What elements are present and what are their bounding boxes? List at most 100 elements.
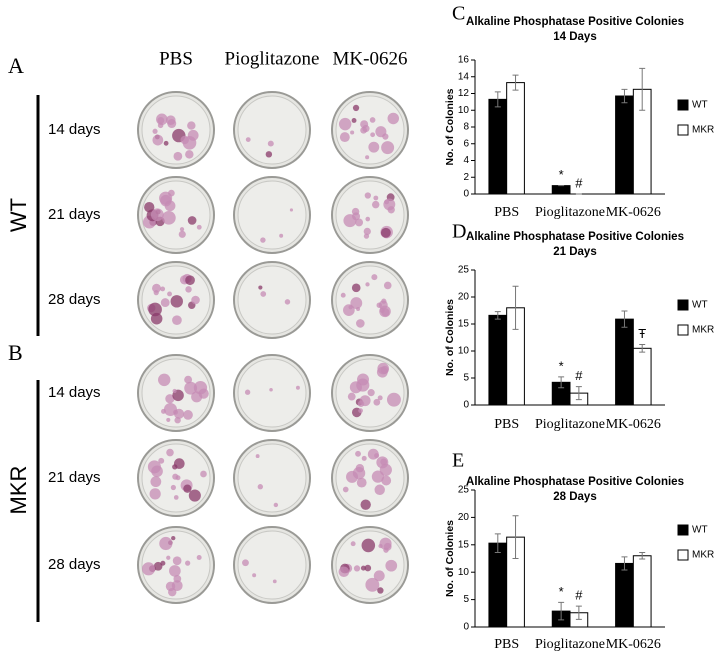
dish-inner <box>237 180 307 250</box>
colony <box>380 365 389 374</box>
y-tick-label: 10 <box>458 105 470 116</box>
y-tick-label: 20 <box>458 512 470 523</box>
colony <box>385 559 398 572</box>
colony <box>158 457 165 464</box>
colony <box>373 195 379 201</box>
colony <box>170 295 183 308</box>
colony <box>160 286 166 292</box>
colony <box>200 470 207 478</box>
bar <box>506 82 525 195</box>
x-tick-label: PBS <box>494 205 519 220</box>
colony <box>272 579 277 584</box>
colony <box>166 417 171 422</box>
error-bar <box>639 551 646 560</box>
x-tick-label: PBS <box>494 417 519 432</box>
colony <box>358 408 363 414</box>
colony <box>166 448 174 457</box>
colony <box>360 499 371 510</box>
bar <box>488 98 508 195</box>
error-bar <box>621 88 628 104</box>
colony <box>159 536 173 551</box>
legend-label: WT <box>692 525 708 536</box>
error-bar <box>494 311 501 320</box>
y-tick-label: 10 <box>458 567 470 578</box>
colony <box>373 570 385 582</box>
colony <box>196 555 202 560</box>
colony <box>379 537 392 550</box>
error-bar <box>639 344 646 353</box>
colony <box>173 151 183 161</box>
annotation: * <box>559 584 564 599</box>
colony <box>360 126 368 134</box>
colony <box>289 208 294 212</box>
colony <box>265 151 273 158</box>
error-bar <box>639 67 646 111</box>
colony <box>338 566 350 578</box>
colony <box>184 375 193 384</box>
legend-swatch <box>677 324 689 336</box>
colony <box>187 129 199 141</box>
legend-label: MKR <box>692 325 714 336</box>
colony <box>161 408 166 414</box>
dish-inner <box>141 530 211 600</box>
colony <box>260 291 267 297</box>
y-tick-label: 0 <box>463 189 469 200</box>
y-tick-label: 14 <box>458 71 470 82</box>
chart-title: Alkaline Phosphatase Positive Colonies <box>466 16 684 28</box>
row-label: 14 days <box>48 121 101 138</box>
colony <box>355 218 364 227</box>
colony <box>188 489 201 502</box>
error-bar <box>621 310 628 328</box>
legend-swatch <box>677 99 689 111</box>
colony <box>374 484 385 495</box>
colony <box>361 455 367 461</box>
error-bar <box>575 605 582 620</box>
colony <box>387 112 400 125</box>
annotation: # <box>575 588 583 603</box>
colony <box>361 538 376 553</box>
colony <box>338 117 352 131</box>
colony <box>160 560 166 566</box>
legend-label: WT <box>692 100 708 111</box>
colony <box>173 409 179 415</box>
colony <box>355 463 365 473</box>
colony <box>363 227 371 236</box>
colony <box>371 200 380 209</box>
error-bar <box>494 91 501 108</box>
colony <box>260 237 266 243</box>
colony <box>273 502 279 508</box>
dish-inner <box>335 265 405 335</box>
colony <box>257 484 264 490</box>
colony <box>383 281 392 290</box>
group-label: WT <box>6 198 31 232</box>
legend-swatch <box>677 299 689 311</box>
colony <box>185 150 194 159</box>
error-bar <box>575 386 582 401</box>
y-tick-label: 6 <box>463 138 469 149</box>
colony <box>151 465 163 478</box>
dish-inner <box>237 530 307 600</box>
colony <box>179 227 185 232</box>
row-label: 21 days <box>48 206 101 223</box>
y-axis-label: No. of Colonies <box>444 520 456 597</box>
legend-label: WT <box>692 300 708 311</box>
colony <box>191 391 203 403</box>
colony <box>353 565 361 572</box>
bar <box>632 347 652 406</box>
chart-title: Alkaline Phosphatase Positive Colonies <box>466 231 684 243</box>
column-header: Pioglitazone <box>225 48 320 69</box>
legend-label: MKR <box>692 550 714 561</box>
colony <box>183 410 193 420</box>
colony <box>369 117 376 123</box>
y-tick-label: 0 <box>463 622 469 633</box>
y-tick-label: 16 <box>458 55 470 66</box>
colony <box>367 389 375 397</box>
colony <box>365 216 371 222</box>
colony <box>180 135 189 145</box>
panel-letter: B <box>8 340 23 365</box>
x-tick-label: PBS <box>494 637 519 652</box>
colony <box>196 224 202 230</box>
colony <box>149 488 161 500</box>
y-tick-label: 8 <box>463 122 469 133</box>
colony <box>255 454 260 459</box>
